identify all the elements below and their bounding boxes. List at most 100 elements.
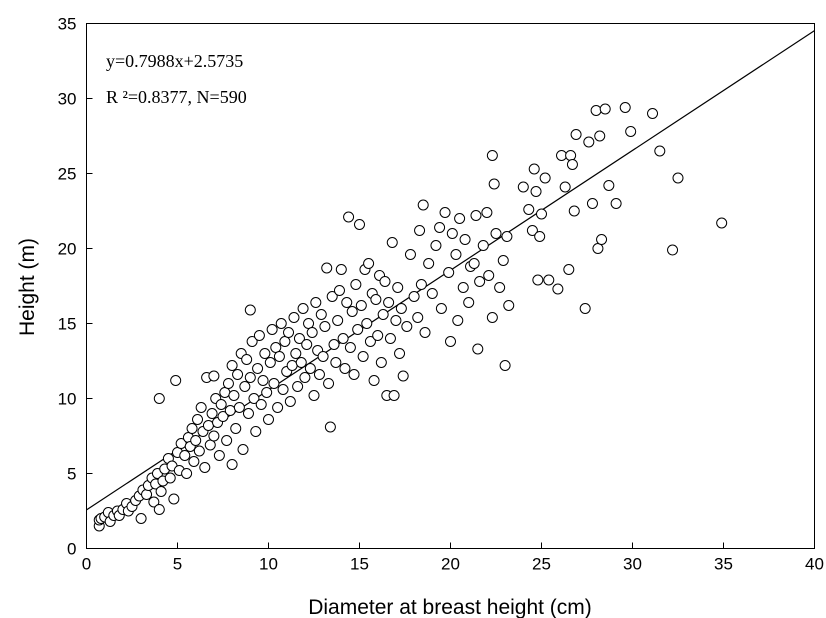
data-point-40 (186, 423, 198, 434)
data-point-223 (594, 130, 606, 142)
data-point-71 (239, 381, 251, 392)
y-tick-label-1: 5 (67, 465, 76, 484)
data-point-129 (343, 211, 355, 223)
data-point-151 (383, 297, 395, 308)
data-point-206 (534, 231, 546, 242)
data-point-186 (472, 343, 484, 355)
data-point-233 (672, 172, 684, 184)
data-point-52 (208, 370, 220, 382)
data-point-204 (530, 186, 542, 197)
data-point-77 (248, 393, 260, 404)
data-point-90 (272, 402, 284, 413)
data-point-43 (192, 414, 204, 425)
data-point-213 (563, 264, 575, 275)
data-point-92 (275, 318, 287, 329)
data-point-110 (308, 390, 320, 401)
data-point-20 (148, 496, 160, 508)
data-point-197 (499, 360, 511, 371)
data-point-165 (415, 279, 427, 290)
data-point-42 (190, 435, 202, 446)
x-tick-label-2: 10 (259, 555, 278, 574)
data-point-172 (435, 303, 447, 314)
data-point-163 (412, 312, 424, 323)
data-point-31 (168, 493, 180, 505)
y-tick-label-5: 25 (58, 165, 77, 184)
data-point-17 (141, 489, 153, 500)
data-point-152 (384, 333, 396, 344)
data-point-185 (470, 210, 482, 221)
data-point-99 (288, 312, 300, 323)
data-point-231 (654, 145, 666, 157)
data-point-169 (426, 288, 438, 299)
data-point-73 (242, 408, 254, 419)
data-point-134 (352, 324, 364, 335)
data-point-132 (348, 369, 360, 380)
data-point-101 (292, 381, 304, 392)
data-point-136 (355, 300, 367, 311)
data-point-140 (363, 258, 375, 269)
data-point-147 (375, 357, 387, 368)
data-point-156 (392, 282, 404, 293)
data-point-41 (188, 456, 200, 467)
data-point-187 (474, 276, 486, 287)
data-point-176 (446, 228, 458, 239)
data-point-210 (552, 283, 564, 295)
y-tick-label-6: 30 (58, 90, 77, 109)
data-point-225 (599, 103, 611, 115)
data-point-49 (202, 420, 214, 431)
y-tick-label-0: 0 (67, 540, 76, 559)
data-point-219 (583, 136, 595, 148)
data-point-62 (224, 405, 236, 416)
data-point-29 (164, 472, 176, 484)
data-point-190 (483, 270, 495, 281)
data-point-133 (350, 279, 362, 290)
data-point-97 (284, 396, 296, 407)
data-point-44 (193, 445, 205, 457)
data-point-72 (241, 354, 253, 365)
data-point-135 (354, 219, 365, 230)
data-point-158 (395, 303, 407, 314)
data-point-82 (257, 375, 269, 386)
x-tick-label-4: 20 (441, 555, 460, 574)
data-point-161 (404, 249, 416, 260)
data-point-128 (341, 297, 353, 308)
data-point-68 (233, 402, 245, 413)
data-point-229 (625, 126, 637, 137)
x-tick-label-5: 25 (532, 555, 551, 574)
data-point-215 (566, 159, 578, 170)
data-point-188 (477, 240, 489, 251)
data-point-115 (317, 351, 329, 362)
data-point-130 (344, 342, 356, 353)
data-point-51 (206, 408, 218, 419)
data-point-63 (226, 459, 238, 470)
data-point-208 (539, 172, 551, 184)
data-point-118 (323, 378, 335, 389)
data-point-125 (335, 264, 347, 275)
data-point-78 (250, 426, 262, 437)
data-point-114 (315, 309, 327, 320)
data-point-106 (301, 339, 313, 350)
data-point-50 (204, 439, 216, 451)
data-point-65 (228, 390, 240, 401)
data-point-167 (419, 327, 431, 338)
data-point-160 (401, 321, 413, 332)
data-point-174 (443, 267, 455, 278)
data-point-166 (417, 199, 429, 211)
data-point-177 (450, 249, 462, 260)
data-point-89 (270, 342, 282, 353)
data-point-205 (532, 274, 544, 286)
data-point-145 (372, 330, 384, 341)
data-point-91 (273, 351, 285, 362)
data-point-180 (457, 282, 469, 293)
data-point-79 (252, 363, 264, 374)
data-point-232 (667, 244, 679, 256)
data-point-61 (222, 378, 234, 389)
data-point-173 (439, 207, 451, 218)
y-tick-label-3: 15 (58, 315, 77, 334)
data-point-88 (268, 378, 280, 389)
data-point-104 (297, 303, 309, 314)
data-point-198 (501, 231, 513, 242)
data-point-170 (430, 240, 442, 251)
data-point-93 (277, 384, 289, 395)
data-point-120 (326, 291, 338, 302)
